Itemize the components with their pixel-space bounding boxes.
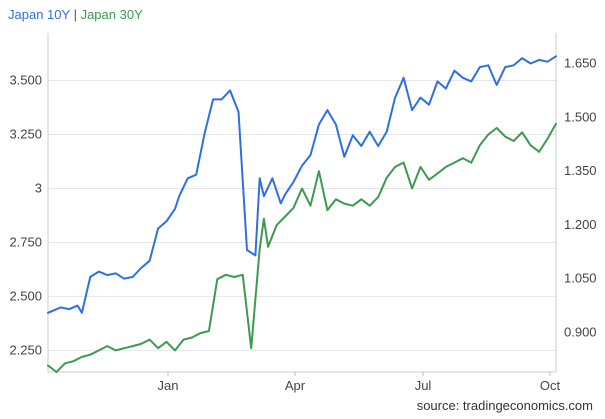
- x-tick-label: Jan: [158, 378, 179, 393]
- y-left-tick-label: 2.750: [9, 234, 42, 249]
- y-right-tick-label: 1.650: [564, 55, 597, 70]
- gridlines: [48, 80, 556, 351]
- series-lines: [47, 55, 557, 373]
- y-right-tick-label: 1.050: [564, 271, 597, 286]
- y-right-tick-label: 1.200: [564, 217, 597, 232]
- axes: [47, 33, 557, 373]
- x-ticks: Jan Apr Jul Oct: [158, 372, 561, 393]
- y-right-tick-label: 1.350: [564, 163, 597, 178]
- y-left-ticks: 2.250 2.500 2.750 3 3.250 3.500: [9, 73, 42, 358]
- y-left-tick-label: 3.500: [9, 73, 42, 88]
- y-left-tick-label: 3: [35, 180, 42, 195]
- y-left-tick-label: 3.250: [9, 126, 42, 141]
- source-credit: source: tradingeconomics.com: [416, 398, 593, 413]
- y-left-tick-label: 2.500: [9, 288, 42, 303]
- x-tick-label: Oct: [540, 378, 561, 393]
- x-tick-label: Apr: [285, 378, 306, 393]
- series-line-2: [47, 122, 557, 373]
- y-right-tick-label: 1.500: [564, 109, 597, 124]
- y-right-tick-label: 0.900: [564, 325, 597, 340]
- legend-separator: |: [73, 7, 77, 22]
- legend-series-1: Japan 10Y: [8, 7, 70, 22]
- chart-legend: Japan 10Y | Japan 30Y: [8, 7, 143, 22]
- y-right-ticks: 0.900 1.050 1.200 1.350 1.500 1.650: [564, 55, 597, 339]
- series-line-1: [47, 55, 557, 314]
- y-left-tick-label: 2.250: [9, 342, 42, 357]
- legend-series-2: Japan 30Y: [80, 7, 143, 22]
- x-tick-label: Jul: [415, 378, 432, 393]
